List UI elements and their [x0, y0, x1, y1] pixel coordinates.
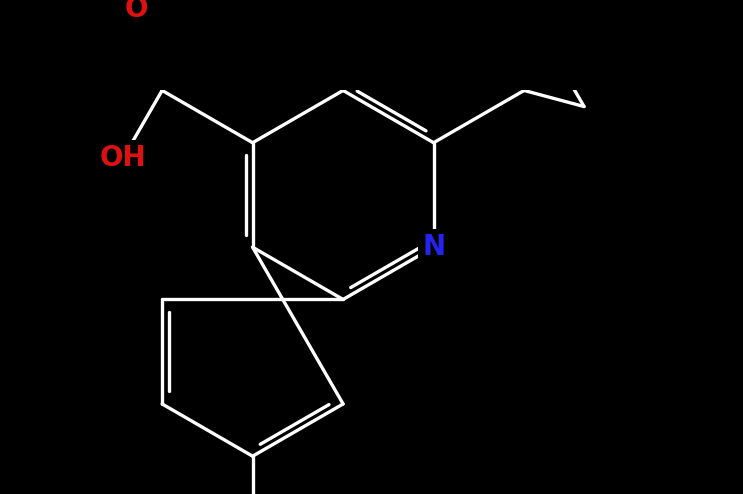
Text: OH: OH: [100, 144, 146, 172]
Text: O: O: [125, 0, 149, 23]
Text: N: N: [422, 233, 445, 261]
